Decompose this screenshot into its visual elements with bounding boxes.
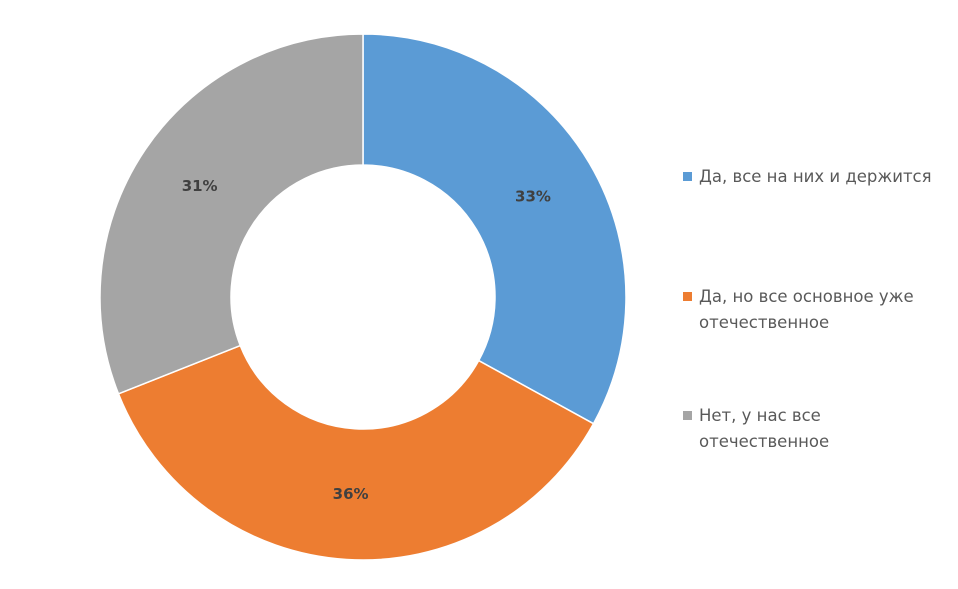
legend-item-3: Нет, у нас все отечественное bbox=[683, 403, 953, 455]
legend-label-2: Да, но все основное уже отечественное bbox=[699, 287, 914, 332]
legend-swatch-gray bbox=[683, 411, 692, 420]
legend-swatch-blue bbox=[683, 172, 692, 181]
donut-slice-3 bbox=[99, 33, 364, 395]
legend-label-3: Нет, у нас все отечественное bbox=[699, 406, 830, 451]
data-label-3: 31% bbox=[182, 177, 218, 195]
legend-item-1: Да, все на них и держится bbox=[683, 164, 953, 190]
legend-label-1: Да, все на них и держится bbox=[699, 167, 932, 186]
donut-slice-1 bbox=[362, 33, 627, 425]
legend-item-2: Да, но все основное уже отечественное bbox=[683, 284, 953, 336]
legend-swatch-orange bbox=[683, 292, 692, 301]
donut-slice-2 bbox=[117, 344, 595, 561]
data-label-2: 36% bbox=[333, 485, 369, 503]
data-label-1: 33% bbox=[515, 187, 551, 205]
